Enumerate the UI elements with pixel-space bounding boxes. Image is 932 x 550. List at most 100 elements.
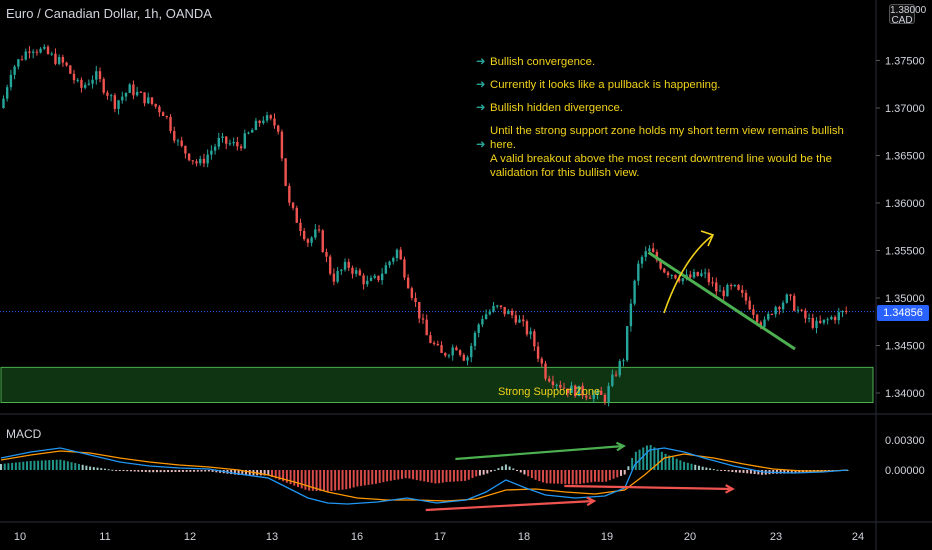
macd-histogram-bar — [40, 460, 43, 470]
macd-histogram-bar — [189, 470, 192, 472]
candle-body — [50, 53, 53, 55]
candle-body — [388, 261, 391, 266]
candle-body — [310, 237, 313, 243]
candle-body — [328, 256, 332, 274]
candle-body — [373, 275, 376, 278]
macd-label: MACD — [6, 427, 42, 441]
candle-body — [781, 302, 785, 310]
candle-body — [210, 150, 213, 155]
candle-body — [729, 284, 733, 287]
macd-histogram-bar — [63, 460, 66, 470]
macd-histogram-bar — [103, 468, 106, 470]
candle-body — [540, 358, 543, 364]
macd-histogram-bar — [382, 470, 385, 483]
candle-body — [277, 125, 280, 132]
macd-histogram-bar — [118, 470, 121, 471]
note-item: ➜ Currently it looks like a pullback is h… — [476, 78, 866, 92]
candle-body — [340, 269, 343, 271]
candle-body — [722, 290, 725, 297]
candle-body — [83, 84, 87, 88]
macd-histogram-bar — [144, 470, 147, 473]
macd-tick-label: 0.00000 — [885, 465, 925, 477]
macd-histogram-bar — [415, 470, 418, 481]
macd-histogram-bar — [356, 470, 359, 487]
candle-body — [759, 322, 763, 327]
candle-body — [380, 273, 384, 281]
macd-histogram-bar — [159, 470, 162, 473]
candle-body — [225, 136, 228, 144]
currency-badge[interactable]: 1.38000 CAD — [889, 4, 926, 26]
candle-body — [406, 277, 410, 289]
candle-body — [793, 295, 796, 311]
candle-body — [332, 273, 336, 282]
candle-body — [414, 297, 417, 302]
macd-histogram-bar — [96, 467, 99, 470]
candle-body — [258, 120, 261, 124]
macd-line — [0, 447, 848, 505]
macd-histogram-bar — [697, 465, 700, 470]
macd-histogram-bar — [393, 470, 396, 481]
candle-body — [681, 278, 685, 282]
macd-histogram-bar — [33, 460, 36, 470]
candle-body — [767, 313, 770, 320]
candle-body — [106, 92, 109, 96]
candle-body — [80, 79, 83, 88]
candle-body — [470, 345, 473, 358]
candle-body — [187, 153, 191, 161]
candle-body — [585, 395, 588, 398]
macd-histogram-bar — [300, 470, 303, 489]
macd-histogram-bar — [571, 470, 574, 485]
macd-histogram-bar — [207, 470, 210, 472]
candle-body — [43, 46, 46, 49]
macd-histogram-bar — [271, 470, 274, 477]
note-text: Bullish hidden divergence. — [490, 102, 623, 114]
support-zone — [0, 366, 874, 404]
macd-histogram-bar — [419, 470, 422, 481]
macd-histogram-bar — [245, 470, 248, 476]
bullish-convergence-arrowhead — [615, 441, 626, 452]
macd-histogram-bar — [612, 470, 615, 479]
candle-body — [599, 390, 603, 395]
candle-body — [184, 145, 187, 154]
candle-body — [306, 239, 310, 243]
note-item: ➜ Bullish convergence. — [476, 55, 866, 69]
macd-histogram-bar — [178, 470, 181, 472]
macd-histogram-bar — [289, 470, 292, 485]
candle-body — [5, 87, 9, 99]
macd-histogram-bar — [553, 470, 556, 484]
candle-body — [254, 120, 258, 131]
macd-histogram-bar — [482, 470, 485, 475]
candle-body — [102, 79, 105, 93]
macd-histogram-bar — [29, 461, 32, 470]
macd-histogram-bar — [757, 470, 760, 475]
candle-body — [180, 140, 183, 146]
macd-histogram-bar — [389, 470, 392, 481]
candle-body — [165, 116, 169, 118]
macd-histogram-bar — [475, 470, 478, 477]
macd-histogram-bar — [367, 470, 370, 485]
candle-body — [243, 133, 246, 149]
candle-body — [837, 312, 840, 321]
note-item: ➜ Bullish hidden divergence. — [476, 101, 866, 115]
macd-histogram-bar — [326, 470, 329, 492]
candle-body — [562, 387, 566, 389]
candle-body — [109, 95, 113, 97]
candle-body — [343, 261, 347, 270]
candle-body — [462, 354, 466, 361]
macd-histogram-bar — [18, 462, 21, 470]
macd-histogram-bar — [44, 460, 47, 470]
arrow-head — [700, 230, 715, 247]
candle-body — [176, 140, 180, 142]
candle-body — [169, 116, 172, 132]
candle-body — [800, 309, 803, 311]
macd-histogram-bar — [586, 470, 589, 483]
candle-body — [399, 249, 402, 260]
note-text: Currently it looks like a pullback is ha… — [490, 79, 721, 91]
candle-body — [362, 275, 365, 285]
candle-body — [336, 270, 339, 282]
macd-histogram-bar — [55, 459, 58, 470]
candle-body — [588, 397, 592, 399]
arrow-right-icon: ➜ — [476, 102, 486, 114]
candle-body — [317, 229, 321, 231]
